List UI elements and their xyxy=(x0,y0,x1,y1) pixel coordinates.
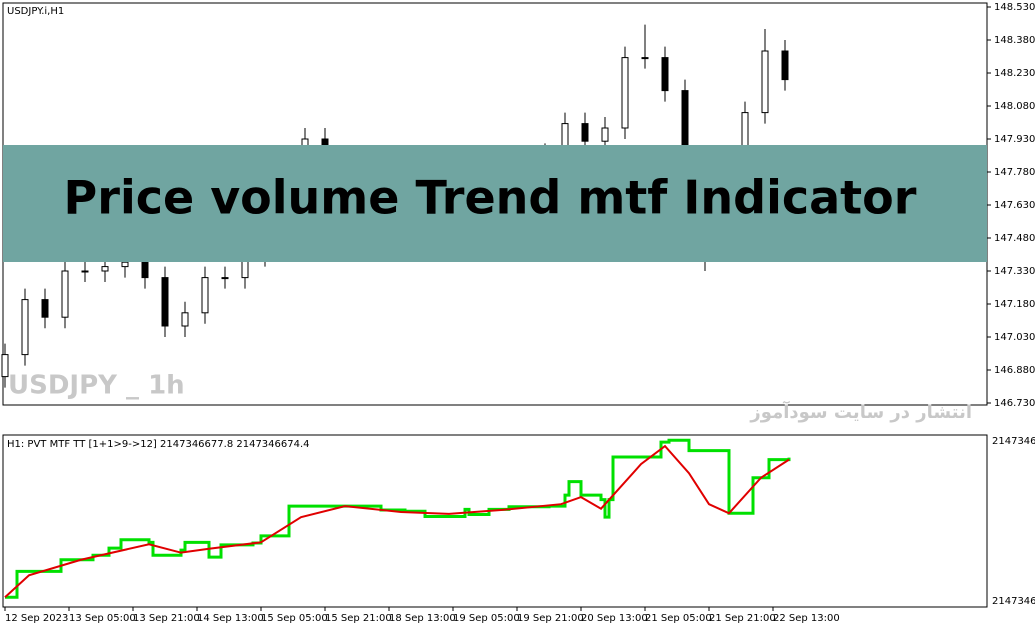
candle-body xyxy=(21,299,29,356)
candle-body xyxy=(161,277,169,327)
candle-body xyxy=(1,354,9,378)
site-watermark: انتشار در سایت سودآموز xyxy=(749,400,972,423)
x-tick-label: 13 Sep 05:00 xyxy=(69,613,136,624)
candle-body xyxy=(661,57,669,92)
candle-body xyxy=(121,261,129,268)
y-tick-label: 148.380 xyxy=(994,35,1035,46)
candle-body xyxy=(61,270,69,318)
indicator-panel xyxy=(2,434,988,608)
indicator-axis-label: 214734670 xyxy=(992,436,1035,447)
x-tick-label: 12 Sep 2023 xyxy=(5,613,68,624)
candle-body xyxy=(141,261,149,279)
x-tick-label: 13 Sep 21:00 xyxy=(133,613,200,624)
y-tick-label: 147.030 xyxy=(994,332,1035,343)
y-tick-label: 147.180 xyxy=(994,299,1035,310)
y-tick-label: 147.480 xyxy=(994,233,1035,244)
candle-body xyxy=(781,50,789,81)
y-tick-label: 146.880 xyxy=(994,365,1035,376)
chart-title: USDJPY.i,H1 xyxy=(7,6,64,17)
x-tick-label: 15 Sep 21:00 xyxy=(325,613,392,624)
x-tick-label: 19 Sep 05:00 xyxy=(453,613,520,624)
x-tick-label: 14 Sep 13:00 xyxy=(197,613,264,624)
indicator-title: H1: PVT MTF TT [1+1>9->12] 2147346677.8 … xyxy=(7,439,310,450)
y-tick-label: 147.930 xyxy=(994,134,1035,145)
x-tick-label: 20 Sep 13:00 xyxy=(581,613,648,624)
indicator-line xyxy=(5,438,791,599)
candle-body xyxy=(601,127,609,142)
watermark: USDJPY _ 1h xyxy=(8,371,185,401)
candle-body xyxy=(621,57,629,129)
indicator-line xyxy=(4,444,790,598)
y-tick-label: 147.780 xyxy=(994,167,1035,178)
candle-body xyxy=(81,270,89,273)
candle-body xyxy=(761,50,769,114)
candle-body xyxy=(641,57,649,60)
indicator-axis-label: 214734649 xyxy=(992,596,1035,607)
y-tick-label: 146.730 xyxy=(994,398,1035,409)
x-tick-label: 15 Sep 05:00 xyxy=(261,613,328,624)
x-tick-label: 18 Sep 13:00 xyxy=(389,613,456,624)
y-tick-label: 147.630 xyxy=(994,200,1035,211)
y-tick-label: 148.080 xyxy=(994,101,1035,112)
x-tick-label: 22 Sep 13:00 xyxy=(773,613,840,624)
candle-body xyxy=(221,277,229,280)
candle-body xyxy=(201,277,209,314)
x-tick-label: 19 Sep 21:00 xyxy=(517,613,584,624)
y-tick-label: 147.330 xyxy=(994,266,1035,277)
y-tick-label: 148.530 xyxy=(994,2,1035,13)
candle-body xyxy=(41,299,49,318)
x-tick-label: 21 Sep 21:00 xyxy=(709,613,776,624)
banner-text: Price volume Trend mtf Indicator xyxy=(64,171,917,225)
candle-body xyxy=(101,266,109,272)
x-tick-label: 21 Sep 05:00 xyxy=(645,613,712,624)
candle-body xyxy=(181,312,189,327)
banner xyxy=(3,145,987,262)
candle-body xyxy=(581,123,589,142)
y-tick-label: 148.230 xyxy=(994,68,1035,79)
